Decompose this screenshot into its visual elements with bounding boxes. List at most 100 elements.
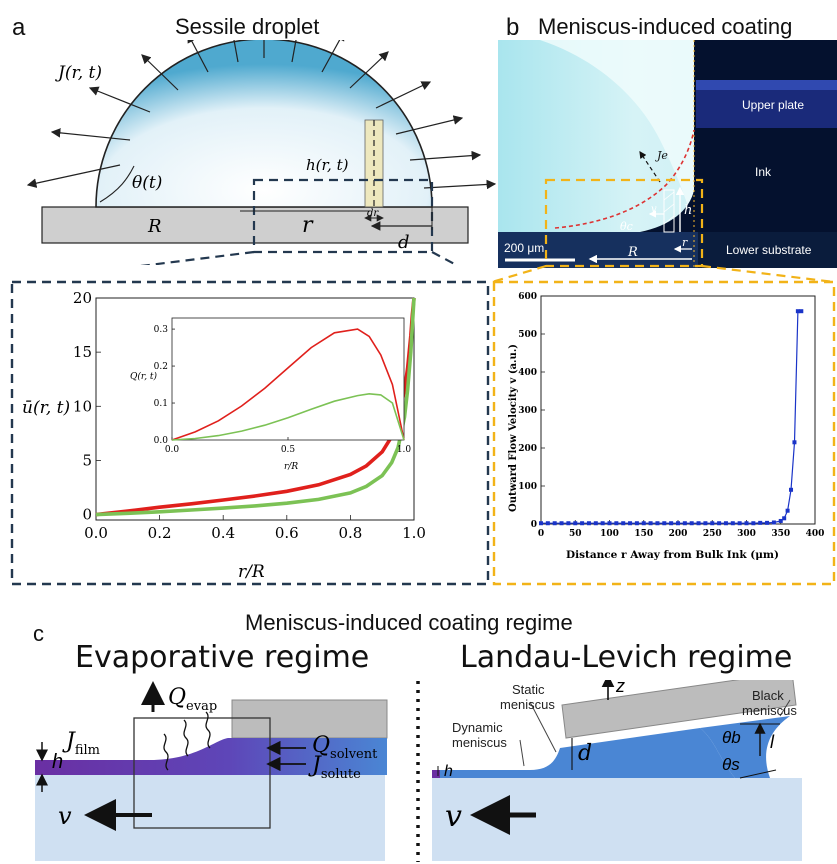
y-tick-label: 0.0 xyxy=(154,436,169,446)
control-volume xyxy=(133,717,271,829)
velocity-point xyxy=(621,521,626,526)
inset-xlabel: r/R xyxy=(284,462,298,472)
velocity-point xyxy=(559,521,564,526)
velocity-point xyxy=(669,521,674,526)
ll-l-label: l xyxy=(770,732,775,752)
svg-text:Qevap: Qevap xyxy=(168,685,217,714)
droplet xyxy=(95,40,433,208)
velocity-point xyxy=(717,521,722,526)
velocity-point xyxy=(614,521,619,526)
x-tick-label: 200 xyxy=(669,529,688,539)
chart-b-ylabel: Outward Flow Velocity v (a.u.) xyxy=(508,344,519,512)
ll-substrate xyxy=(432,778,802,861)
ll-black-label: Black meniscus xyxy=(742,688,797,718)
velocity-point xyxy=(799,309,804,314)
dr-label: dr xyxy=(367,208,379,219)
flux-label: J(r, t) xyxy=(55,63,102,83)
ll-liquid xyxy=(432,728,735,778)
velocity-point xyxy=(792,440,797,445)
y-tick-label: 200 xyxy=(518,444,537,454)
j-film-label: J xyxy=(62,729,76,754)
evap-h-label: h xyxy=(52,751,63,773)
velocity-point xyxy=(552,521,557,526)
velocity-point xyxy=(545,521,550,526)
label-theta-c: θc xyxy=(620,220,633,233)
velocity-point xyxy=(737,521,742,526)
panel-a-letter: a xyxy=(12,14,26,41)
x-tick-label: 0.0 xyxy=(84,524,108,542)
velocity-point xyxy=(689,521,694,526)
velocity-point xyxy=(795,309,800,314)
velocity-point xyxy=(641,521,646,526)
y-tick-label: 100 xyxy=(518,482,537,492)
panel-b-title: Meniscus-induced coating xyxy=(538,14,793,39)
y-tick-label: 300 xyxy=(518,406,537,416)
velocity-chart-b: 0 50 100 150 200 250 300 350 400 0 100 200 300 400 500… xyxy=(492,280,836,586)
q-solvent-sub: solvent xyxy=(330,747,378,762)
evaporative-title: Evaporative regime xyxy=(75,640,370,675)
velocity-point xyxy=(586,521,591,526)
y-tick-label: 500 xyxy=(518,330,537,340)
y-tick-label: 15 xyxy=(73,343,92,361)
y-tick-label: 20 xyxy=(73,289,92,307)
j-film-sub: film xyxy=(75,743,100,758)
velocity-point xyxy=(676,521,680,526)
x-tick-label: 0.5 xyxy=(281,445,296,455)
inset-ylabel: Q(r, t) xyxy=(130,371,158,382)
label-r: r xyxy=(682,236,688,249)
velocity-point xyxy=(607,521,612,526)
ll-h-label: h xyxy=(444,763,453,780)
y-tick-label: 0.3 xyxy=(154,325,169,335)
series-line-1 xyxy=(171,328,405,441)
velocity-point xyxy=(648,521,653,526)
label-lower-substrate: Lower substrate xyxy=(726,243,812,257)
velocity-point xyxy=(758,520,763,525)
label-J-e: Je xyxy=(655,149,668,162)
velocity-point xyxy=(682,521,687,526)
velocity-point xyxy=(778,518,783,523)
coating-regimes-diagram: h v Qevap Jfilm Qsolvent Jsolute Static m… xyxy=(35,680,802,862)
evap-v-label: v xyxy=(58,802,72,830)
label-upper-plate: Upper plate xyxy=(742,98,804,112)
velocity-point xyxy=(539,521,543,526)
chart-a-plot-area xyxy=(95,297,415,521)
height-label: h(r, t) xyxy=(306,156,349,174)
j-solute-label: J xyxy=(308,753,322,778)
velocity-point xyxy=(634,521,639,526)
y-tick-label: 10 xyxy=(73,397,92,415)
radius-label: R xyxy=(147,216,162,237)
velocity-point xyxy=(789,487,794,492)
svg-text:Jsolute: Jsolute xyxy=(308,753,361,782)
ll-plate xyxy=(561,680,797,739)
velocity-point xyxy=(730,521,735,526)
x-tick-label: 150 xyxy=(634,529,653,539)
x-tick-label: 100 xyxy=(600,529,619,539)
velocity-point xyxy=(662,521,667,526)
y-tick-label: 0 xyxy=(82,506,92,524)
x-tick-label: 250 xyxy=(703,529,722,539)
label-v: v xyxy=(651,204,657,215)
velocity-point xyxy=(573,521,578,526)
ll-z-label: z xyxy=(615,680,625,696)
ll-theta-b-label: θb xyxy=(722,728,741,747)
velocity-point xyxy=(566,521,571,526)
evaporation-flux-arrows xyxy=(26,40,497,190)
angle-label: θ(t) xyxy=(132,173,162,193)
velocity-chart-a: 0.0 0.2 0.4 0.6 0.8 1.0 0 5 10 15 20 ū(r, t) r/R 0… xyxy=(10,280,490,586)
chart-b-plot-area xyxy=(540,295,816,525)
label-R: R xyxy=(627,245,638,260)
y-tick-label: 0.2 xyxy=(154,362,168,372)
velocity-point xyxy=(580,521,585,526)
d-label: d xyxy=(398,232,410,253)
x-tick-label: 0.0 xyxy=(165,445,180,455)
velocity-point xyxy=(600,521,605,526)
y-tick-label: 600 xyxy=(518,292,537,302)
x-tick-label: 0.4 xyxy=(211,524,235,542)
velocity-point xyxy=(723,521,728,526)
velocity-point xyxy=(655,521,660,526)
x-tick-label: 1.0 xyxy=(397,445,412,455)
chart-a-xlabel: r/R xyxy=(238,562,265,582)
x-tick-label: 0.6 xyxy=(275,524,299,542)
y-tick-label: 400 xyxy=(518,368,537,378)
chart-a-ylabel: ū(r, t) xyxy=(22,398,70,418)
